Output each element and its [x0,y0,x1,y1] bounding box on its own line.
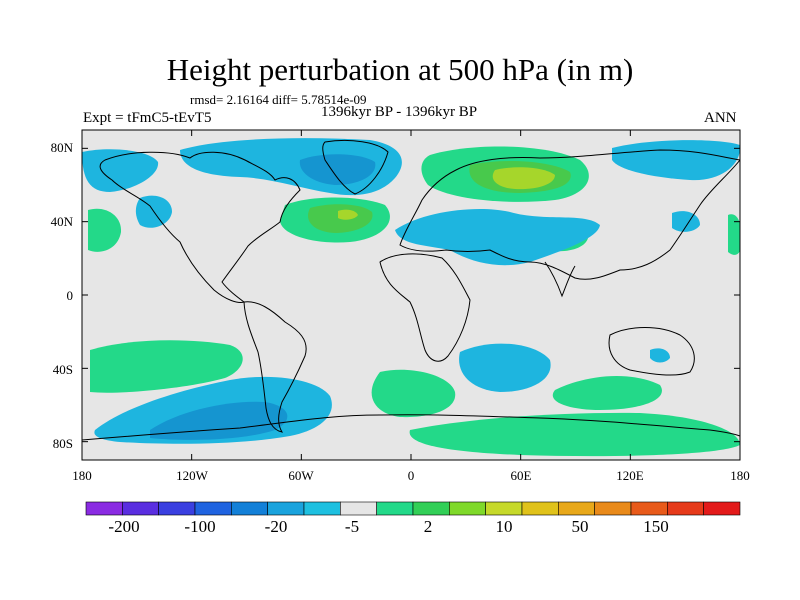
x-tick-label: 180 [72,468,92,483]
contour-negative-siberia [612,140,740,181]
x-tick-label: 60E [510,468,532,483]
colorbar-label: 150 [643,517,669,536]
x-tick-label: 120W [176,468,208,483]
colorbar-swatch [449,501,486,516]
colorbar-swatch [667,501,704,516]
contour-positive-west-pacific-north [728,214,740,255]
contour-positive-indian-ocean-south [552,375,662,410]
colorbar-swatch [122,501,159,516]
contour-positive-east-pacific-north [88,208,122,252]
coast-antarctica [82,414,740,441]
coast-australia [608,327,695,376]
axes-ticks [81,130,741,460]
contour-negative-south-africa [459,343,551,392]
coast-eurasia [399,149,740,280]
colorbar-swatch [521,501,559,516]
colorbar-swatch [85,501,123,516]
colorbar-swatch [158,501,196,516]
coast-africa [379,253,471,362]
contour-fills [82,138,740,457]
colorbar-swatch [376,501,414,516]
contour-negative-australia [650,348,670,363]
colorbar-label: -100 [184,517,216,536]
colorbar-swatch [194,501,232,516]
contour-positive-atlantic-peak [338,209,358,220]
coast-greenland [322,139,389,195]
colorbar-label: 2 [423,517,433,536]
colorbar-label: 10 [495,517,513,536]
y-tick-label: 80S [52,436,73,451]
x-tick-label: 180 [730,468,750,483]
season-label: ANN [704,110,737,126]
contour-positive-south-atlantic-ridge [371,369,456,418]
y-tick-label: 40S [52,362,73,377]
colorbar-label: -20 [264,517,288,536]
contour-negative-alaska [82,149,159,192]
experiment-label: Expt = tFmC5-tEvT5 [83,110,212,126]
colorbar-swatch [340,501,377,516]
colorbar-label: 50 [571,517,589,536]
coast-south-america [243,301,307,433]
y-tick-label: 80N [50,140,73,155]
colorbar-swatch [303,501,341,516]
colorbar-swatch [231,501,268,516]
colorbar-swatch [703,501,741,516]
colorbar-swatch [267,501,305,516]
colorbar-swatch [630,501,668,516]
x-tick-label: 0 [407,468,415,483]
colorbar-label: -200 [108,517,140,536]
colorbar [85,501,741,516]
contour-negative-greenland-core [299,154,376,185]
coastlines [82,139,740,441]
colorbar-swatch [558,501,595,516]
contour-positive-southern-ocean [409,412,740,457]
period-label: 1396kyr BP - 1396kyr BP [321,104,478,120]
colorbar-swatch [485,501,523,516]
colorbar-swatch [412,501,450,516]
contour-positive-south-pacific [90,340,243,393]
contour-negative-amundsen-core [150,401,288,440]
coast-indian-subcontinent [544,261,576,298]
rmsd-diff-stats: rmsd= 2.16164 diff= 5.78514e-09 [190,92,367,107]
y-tick-label: 0 [66,288,74,303]
colorbar-label: -5 [344,517,360,536]
contour-negative-mediterranean-asia [395,209,600,266]
x-tick-label: 120E [616,468,644,483]
chart-title: Height perturbation at 500 hPa (in m) [166,52,634,87]
coast-north-america [99,151,301,303]
y-tick-label: 40N [50,214,73,229]
x-tick-label: 60W [288,468,314,483]
colorbar-swatch [594,501,632,516]
contour-positive-eurasia-peak [492,167,555,190]
